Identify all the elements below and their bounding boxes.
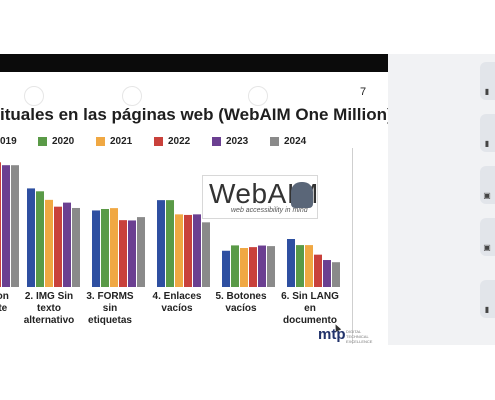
bar-2020-cat-5 <box>231 245 239 287</box>
legend-swatch <box>96 136 105 146</box>
background-circle <box>24 86 44 106</box>
mtp-logo: mtp <box>318 326 346 343</box>
head-gear-icon <box>291 182 313 208</box>
participant-tile[interactable]: ▮ <box>480 62 495 100</box>
bar-2024-cat-3 <box>137 217 145 287</box>
video-icon: ▣ <box>483 243 491 252</box>
bar-2020-cat-3 <box>101 208 109 287</box>
bar-2022-cat-2 <box>54 206 62 287</box>
bar-2022-cat-1 <box>0 162 1 287</box>
bar-2022-cat-3 <box>119 220 127 287</box>
webaim-logo: WebAIM web accessibility in mind <box>202 175 318 219</box>
legend-swatch <box>212 136 221 146</box>
participant-tile[interactable]: ▮ <box>480 114 495 152</box>
bar-2024-cat-1 <box>11 165 19 287</box>
bar-2023-cat-5 <box>258 245 266 287</box>
category-label: con ste <box>0 291 9 314</box>
participants-side-panel: ▮ ▮ ▣ ▣ ▮ <box>388 54 495 345</box>
bar-2019-cat-3 <box>92 210 100 287</box>
slideshow-top-bar <box>0 54 388 72</box>
bar-2019-cat-2 <box>27 188 35 287</box>
bar-2022-cat-5 <box>249 247 257 287</box>
participant-tile[interactable]: ▣ <box>480 218 495 256</box>
legend-item-2024: 2024 <box>270 134 306 148</box>
legend-item-2020: 2020 <box>38 134 74 148</box>
bar-2021-cat-4 <box>175 214 183 287</box>
video-icon: ▣ <box>483 191 491 200</box>
category-label: 3. FORMS sin etiquetas <box>86 291 134 326</box>
category-label: 2. IMG Sin texto alternativo <box>23 291 75 326</box>
presentation-slide: 7 ituales en las páginas web (WebAIM One… <box>0 72 388 344</box>
bar-2022-cat-4 <box>184 214 192 287</box>
slide-title: ituales en las páginas web (WebAIM One M… <box>0 105 388 124</box>
mtp-tagline: DIGITAL TECHNICAL EXCELLENCE <box>346 329 373 344</box>
bar-2020-cat-6 <box>296 245 304 287</box>
bar-2021-cat-5 <box>240 247 248 287</box>
bar-2023-cat-6 <box>323 260 331 287</box>
mic-icon: ▮ <box>484 87 490 96</box>
category-label: 6. Sin LANG en documento <box>281 291 339 326</box>
bar-2024-cat-4 <box>202 222 210 287</box>
webaim-tagline: web accessibility in mind <box>231 207 308 214</box>
legend-label: 2021 <box>110 135 133 147</box>
bar-2019-cat-6 <box>287 239 295 287</box>
mic-icon: ▮ <box>484 139 490 148</box>
legend-label: 2024 <box>284 135 307 147</box>
bar-2019-cat-5 <box>222 250 230 287</box>
bar-2019-cat-4 <box>157 200 165 287</box>
mic-icon: ▮ <box>484 305 490 314</box>
legend-item-2023: 2023 <box>212 134 248 148</box>
bar-2023-cat-2 <box>63 202 71 287</box>
category-label: 4. Enlaces vacíos <box>152 291 202 314</box>
bar-2023-cat-4 <box>193 214 201 287</box>
bar-chart <box>0 162 340 287</box>
bar-2022-cat-6 <box>314 254 322 287</box>
legend-label: 2022 <box>168 135 191 147</box>
bar-2023-cat-3 <box>128 220 136 287</box>
background-circle <box>122 86 142 106</box>
bar-2020-cat-2 <box>36 191 44 287</box>
bar-2024-cat-2 <box>72 207 80 287</box>
chart-legend: 019 2020 2021 2022 2023 2024 <box>0 134 388 150</box>
legend-swatch <box>154 136 163 146</box>
background-circle <box>248 86 268 106</box>
chart-frame <box>0 148 353 344</box>
category-label: 5. Botones vacíos <box>215 291 267 314</box>
legend-label: 2023 <box>226 135 249 147</box>
bar-2021-cat-2 <box>45 199 53 287</box>
bar-2024-cat-5 <box>267 246 275 287</box>
bar-2024-cat-6 <box>332 262 340 287</box>
legend-swatch <box>270 136 279 146</box>
legend-swatch <box>38 136 47 146</box>
bar-2021-cat-6 <box>305 245 313 287</box>
participant-tile[interactable]: ▣ <box>480 166 495 204</box>
legend-item-2021: 2021 <box>96 134 132 148</box>
bar-2020-cat-4 <box>166 200 174 287</box>
legend-item-2022: 2022 <box>154 134 190 148</box>
legend-label: 2020 <box>52 135 75 147</box>
page-number: 7 <box>360 86 367 98</box>
legend-label: 019 <box>0 135 17 147</box>
legend-item-2019: 019 <box>0 134 17 148</box>
bar-2021-cat-3 <box>110 208 118 287</box>
participant-tile[interactable]: ▮ <box>480 280 495 318</box>
bar-2023-cat-1 <box>2 165 10 287</box>
